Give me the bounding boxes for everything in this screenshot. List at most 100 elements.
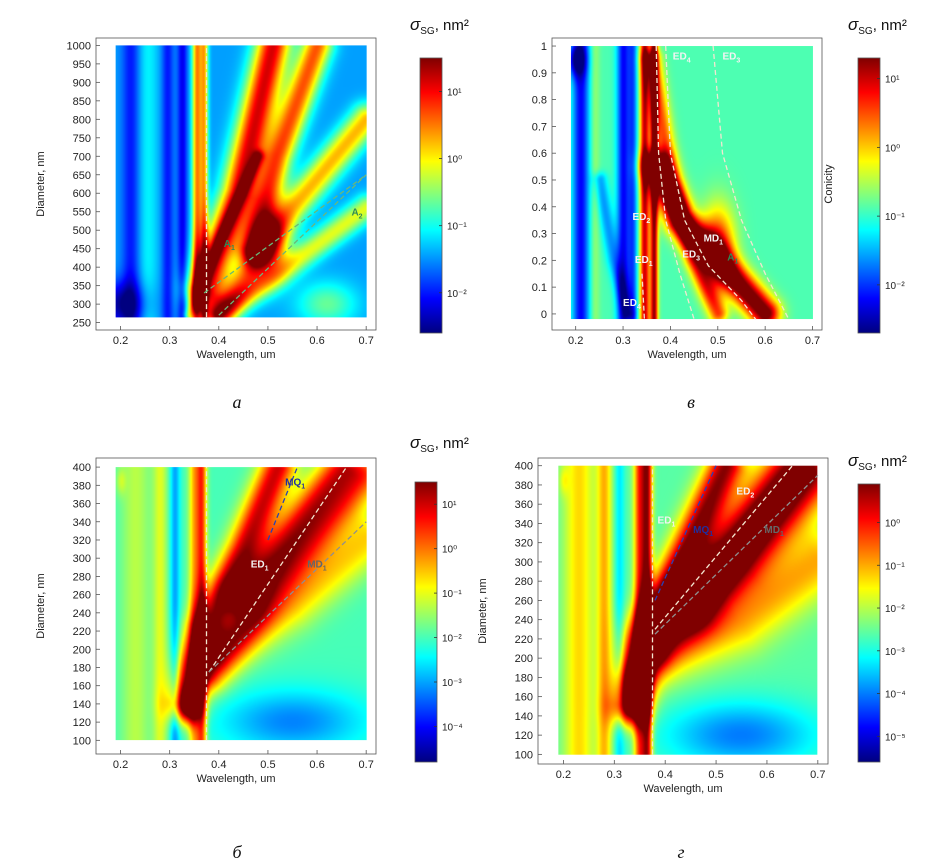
- y-tick-label: 400: [73, 262, 91, 274]
- y-tick-label: 280: [73, 571, 91, 583]
- x-tick-label: 0.4: [211, 759, 226, 771]
- colorbar-tick-label: 10⁻⁴: [442, 722, 463, 733]
- chart-a: A1 A2 0.2 0.3 0.4 0.5 0.6 0.7 250 300 350 400 450 500…: [35, 15, 469, 412]
- y-tick-label: 0.5: [532, 175, 547, 187]
- y-tick-label: 350: [73, 281, 91, 293]
- y-tick-label: 0.1: [532, 282, 547, 294]
- mode-label: A1: [224, 239, 235, 252]
- colorbar-tick-label: 10⁻²: [442, 634, 462, 645]
- y-tick-label: 160: [515, 692, 533, 704]
- mode-label: MD1: [764, 525, 784, 538]
- x-tick-label: 0.7: [810, 769, 825, 781]
- guide-line: [218, 174, 367, 316]
- heatmap-d: [558, 465, 818, 755]
- y-tick-label: 240: [515, 615, 533, 627]
- y-tick-label: 450: [73, 244, 91, 256]
- x-tick-label: 0.6: [309, 335, 324, 347]
- mode-label: ED4: [673, 51, 691, 64]
- y-tick-label: 850: [73, 96, 91, 108]
- guide-line: [654, 474, 819, 635]
- colorbar-tick-label: 10⁰: [885, 518, 900, 529]
- x-tick-label: 0.4: [663, 335, 678, 347]
- y-tick-label: 120: [73, 717, 91, 729]
- y-tick-label: 260: [515, 595, 533, 607]
- y-tick-label: 250: [73, 318, 91, 330]
- y-tick-label: 0.7: [532, 121, 547, 133]
- y-tick-label: 800: [73, 114, 91, 126]
- y-tick-label: 0.8: [532, 95, 547, 107]
- y-tick-label: 0.9: [532, 68, 547, 80]
- y-tick-label: 160: [73, 681, 91, 693]
- axes-frame: [537, 457, 829, 765]
- colorbar-tick-label: 10⁻⁴: [885, 690, 906, 701]
- colorbar-title: σSG, nm²: [410, 433, 469, 455]
- x-tick-label: 0.4: [658, 769, 673, 781]
- x-tick-label: 0.5: [710, 335, 725, 347]
- colorbar-tick-label: 10⁻⁵: [885, 732, 906, 743]
- y-tick-label: 380: [515, 480, 533, 492]
- x-tick-label: 0.6: [758, 335, 773, 347]
- panel-caption: а: [233, 392, 242, 412]
- x-axis-label: Wavelength, um: [647, 349, 726, 361]
- y-tick-label: 320: [515, 538, 533, 550]
- y-tick-label: 500: [73, 225, 91, 237]
- y-tick-label: 650: [73, 170, 91, 182]
- y-tick-label: 320: [73, 535, 91, 547]
- y-tick-label: 0.3: [532, 229, 547, 241]
- y-tick-label: 380: [73, 480, 91, 492]
- colorbar-tick-label: 10⁻³: [885, 647, 905, 658]
- x-tick-label: 0.4: [211, 335, 226, 347]
- y-tick-label: 400: [515, 461, 533, 473]
- colorbar-tick-label: 10⁰: [442, 545, 457, 556]
- y-axis-label: Conicity: [823, 164, 835, 204]
- x-tick-label: 0.7: [359, 335, 374, 347]
- y-tick-label: 900: [73, 77, 91, 89]
- colorbar: [419, 57, 443, 334]
- y-tick-label: 1000: [67, 40, 91, 52]
- colorbar-tick-label: 10¹: [885, 75, 900, 86]
- colorbar-tick-label: 10⁰: [885, 143, 900, 154]
- y-tick-label: 200: [73, 644, 91, 656]
- y-tick-label: 300: [73, 553, 91, 565]
- x-tick-label: 0.6: [309, 759, 324, 771]
- guide-line: [208, 521, 367, 673]
- colorbar-tick-label: 10⁰: [447, 155, 462, 166]
- colorbar: [857, 483, 881, 763]
- y-tick-label: 550: [73, 207, 91, 219]
- colorbar-tick-label: 10⁻³: [442, 678, 462, 689]
- y-tick-label: 0: [541, 309, 547, 321]
- x-tick-label: 0.7: [805, 335, 820, 347]
- mode-label: MQ1: [285, 477, 305, 490]
- colorbar-tick-label: 10⁻¹: [885, 212, 905, 223]
- mode-label: MD1: [307, 559, 327, 572]
- y-tick-label: 300: [73, 299, 91, 311]
- mode-label: ED2: [736, 487, 754, 500]
- y-tick-label: 700: [73, 151, 91, 163]
- y-tick-label: 300: [515, 557, 533, 569]
- y-tick-label: 120: [515, 730, 533, 742]
- mode-label: MD1: [704, 234, 724, 247]
- colorbar-tick-label: 10⁻¹: [447, 222, 467, 233]
- panel-caption: б: [232, 842, 242, 862]
- x-tick-label: 0.3: [162, 335, 177, 347]
- y-tick-label: 220: [515, 634, 533, 646]
- colorbar-tick-label: 10⁻¹: [885, 561, 905, 572]
- panel-caption: г: [677, 842, 684, 862]
- y-tick-label: 140: [515, 711, 533, 723]
- guide-line: [267, 466, 299, 541]
- colorbar-tick-label: 10⁻²: [885, 281, 905, 292]
- y-tick-label: 200: [515, 653, 533, 665]
- y-axis-label: Diameter, nm: [477, 578, 489, 643]
- y-tick-label: 180: [515, 672, 533, 684]
- chart-c: MQ1 ED1 MD1 0.2 0.3 0.4 0.5 0.6 0.7 100 120 140 160 1…: [35, 433, 469, 862]
- colorbar-tick-label: 10⁻²: [885, 604, 905, 615]
- heatmap-a: [115, 45, 367, 318]
- mode-label: ED1: [635, 255, 653, 268]
- y-tick-label: 0.6: [532, 148, 547, 160]
- x-tick-label: 0.5: [260, 335, 275, 347]
- colorbar-title: σSG, nm²: [410, 15, 469, 37]
- axes-frame: [551, 37, 823, 331]
- y-axis-label: Diameter, nm: [35, 151, 47, 216]
